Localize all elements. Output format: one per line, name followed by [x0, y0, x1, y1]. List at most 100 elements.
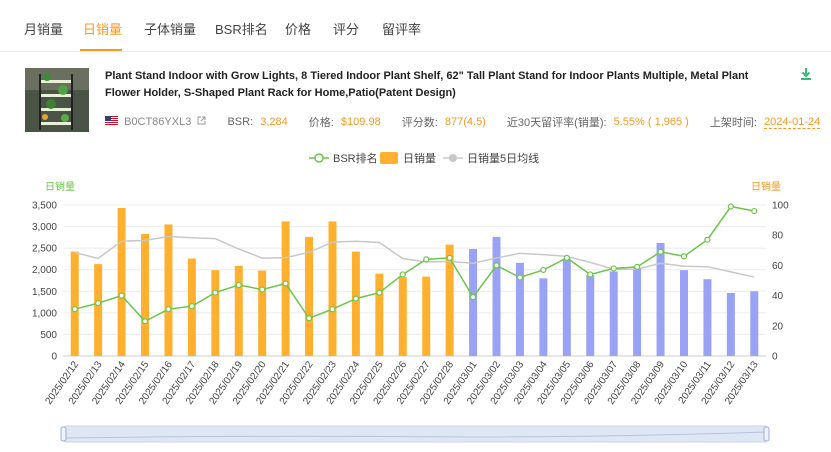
bsr-rank-point[interactable]	[212, 289, 219, 296]
daily-sales-chart: BSR排名 日销量 日销量5日均线 日销量 日销量 0 500 1,000 1,500 2,000…	[0, 140, 831, 452]
zoom-slider-track[interactable]	[63, 425, 768, 443]
daily-sales-bar[interactable]	[586, 275, 595, 356]
tab-bsr-rank[interactable]: BSR排名	[215, 22, 268, 37]
bsr-rank-point[interactable]	[727, 203, 734, 210]
y-left-tick-label: 0	[51, 352, 57, 363]
price-label: 价格:	[308, 117, 334, 129]
daily-sales-bar[interactable]	[328, 221, 337, 356]
listed-date-value: 2024-01-24	[764, 115, 821, 129]
daily-sales-bar[interactable]	[726, 293, 735, 356]
zoom-handle-left[interactable]	[60, 426, 67, 442]
daily-sales-bar[interactable]	[164, 224, 173, 356]
rating-label: 评分数:	[401, 117, 438, 129]
y-right-tick-label: 40	[772, 291, 784, 302]
daily-sales-bar[interactable]	[633, 267, 642, 356]
bsr-rank-point[interactable]	[235, 281, 242, 289]
daily-sales-bar[interactable]	[656, 242, 665, 356]
daily-sales-bar[interactable]	[609, 271, 618, 356]
daily-sales-bar[interactable]	[539, 278, 548, 356]
bsr-rank-point[interactable]	[188, 303, 195, 310]
product-card: Plant Stand Indoor with Grow Lights, 8 T…	[25, 67, 821, 132]
y-left-tick-label: 1,000	[32, 308, 57, 319]
daily-sales-bar[interactable]	[398, 277, 407, 356]
daily-sales-bar[interactable]	[469, 249, 478, 356]
daily-sales-bar[interactable]	[258, 270, 267, 356]
bsr-rank-point[interactable]	[259, 286, 266, 293]
daily-sales-bar[interactable]	[750, 291, 759, 356]
bsr-rank-line	[74, 205, 755, 323]
product-meta: B0CT86YXL3 BSR: 3,284 价格: $109.98 评分数: 8…	[105, 114, 821, 130]
bsr-rank-point[interactable]	[305, 315, 313, 322]
daily-sales-bar[interactable]	[375, 273, 384, 356]
tab-variant-sales[interactable]: 子体销量	[144, 22, 197, 37]
y-left-tick-label: 3,000	[32, 222, 57, 233]
daily-sales-bar[interactable]	[562, 258, 571, 356]
bsr-rank-point[interactable]	[376, 289, 383, 296]
y-right-axis-title: 日销量	[751, 180, 781, 193]
daily-sales-bar[interactable]	[351, 251, 360, 356]
review-rate-label: 近30天留评率(销量):	[506, 117, 607, 129]
tab-price[interactable]: 价格	[285, 22, 312, 37]
bsr-rank-point[interactable]	[95, 300, 102, 307]
bsr-rank-point[interactable]	[563, 254, 570, 261]
daily-sales-bar[interactable]	[703, 279, 712, 356]
bsr-rank-point[interactable]	[751, 207, 758, 215]
product-thumbnail[interactable]	[25, 68, 89, 132]
legend-daily-sales-icon	[380, 152, 398, 164]
daily-sales-bar[interactable]	[305, 236, 314, 356]
tab-monthly-sales[interactable]: 月销量	[24, 22, 64, 37]
bsr-rank-point[interactable]	[118, 292, 125, 299]
daily-sales-bar[interactable]	[70, 251, 79, 356]
bsr-rank-point[interactable]	[540, 266, 547, 274]
daily-sales-bar[interactable]	[281, 221, 290, 356]
y-right-tick-label: 100	[772, 201, 789, 212]
daily-sales-bar[interactable]	[234, 265, 243, 356]
daily-sales-bar[interactable]	[117, 208, 126, 356]
daily-sales-bar[interactable]	[515, 262, 524, 356]
daily-sales-bar[interactable]	[94, 264, 103, 356]
bsr-rank-point[interactable]	[352, 295, 360, 302]
daily-sales-bar[interactable]	[141, 233, 150, 356]
tab-review-rate[interactable]: 留评率	[382, 22, 422, 37]
tab-daily-sales[interactable]: 日销量	[83, 22, 123, 37]
tab-rating[interactable]: 评分	[333, 22, 360, 37]
bsr-value: 3,284	[260, 116, 288, 128]
bsr-rank-point[interactable]	[446, 254, 453, 261]
bsr-rank-point[interactable]	[165, 306, 172, 313]
daily-sales-bar[interactable]	[422, 276, 431, 356]
daily-sales-bar[interactable]	[211, 270, 220, 356]
asin-link[interactable]: B0CT86YXL3	[124, 116, 192, 128]
bsr-rank-point[interactable]	[634, 263, 641, 271]
y-right-tick-label: 60	[772, 261, 784, 272]
bsr-rank-point[interactable]	[516, 274, 524, 281]
product-title[interactable]: Plant Stand Indoor with Grow Lights, 8 T…	[105, 70, 749, 99]
external-link-icon[interactable]	[194, 116, 224, 128]
zoom-handle-right[interactable]	[763, 426, 770, 442]
bsr-rank-point[interactable]	[282, 280, 289, 287]
bsr-rank-point[interactable]	[423, 256, 430, 263]
legend-avg-marker-icon	[449, 154, 457, 162]
zoom-slider-preview	[65, 431, 766, 439]
bsr-rank-point[interactable]	[329, 306, 336, 313]
daily-sales-bar[interactable]	[679, 270, 688, 356]
bsr-rank-point[interactable]	[610, 265, 617, 272]
price-value: $109.98	[340, 116, 381, 128]
bsr-rank-point[interactable]	[71, 306, 78, 313]
bsr-rank-point[interactable]	[587, 271, 594, 278]
daily-sales-bar[interactable]	[445, 244, 454, 356]
y-left-tick-label: 3,500	[32, 201, 57, 212]
bsr-rank-point[interactable]	[493, 262, 500, 269]
bsr-rank-point[interactable]	[399, 271, 406, 278]
rating-value: 877(4.5)	[444, 116, 486, 128]
legend-label-bsr: BSR排名	[333, 151, 378, 165]
bsr-rank-point[interactable]	[657, 248, 664, 255]
y-left-tick-label: 500	[40, 330, 57, 341]
avg-5day-line	[74, 235, 755, 278]
bsr-rank-point[interactable]	[704, 236, 711, 243]
daily-sales-bar[interactable]	[492, 236, 501, 356]
download-icon[interactable]	[799, 67, 813, 81]
bsr-rank-point[interactable]	[469, 294, 477, 301]
tab-bar: 月销量 日销量 子体销量 BSR排名 价格 评分 留评率	[0, 0, 831, 52]
bsr-rank-point[interactable]	[141, 318, 149, 325]
bsr-rank-point[interactable]	[680, 253, 688, 260]
